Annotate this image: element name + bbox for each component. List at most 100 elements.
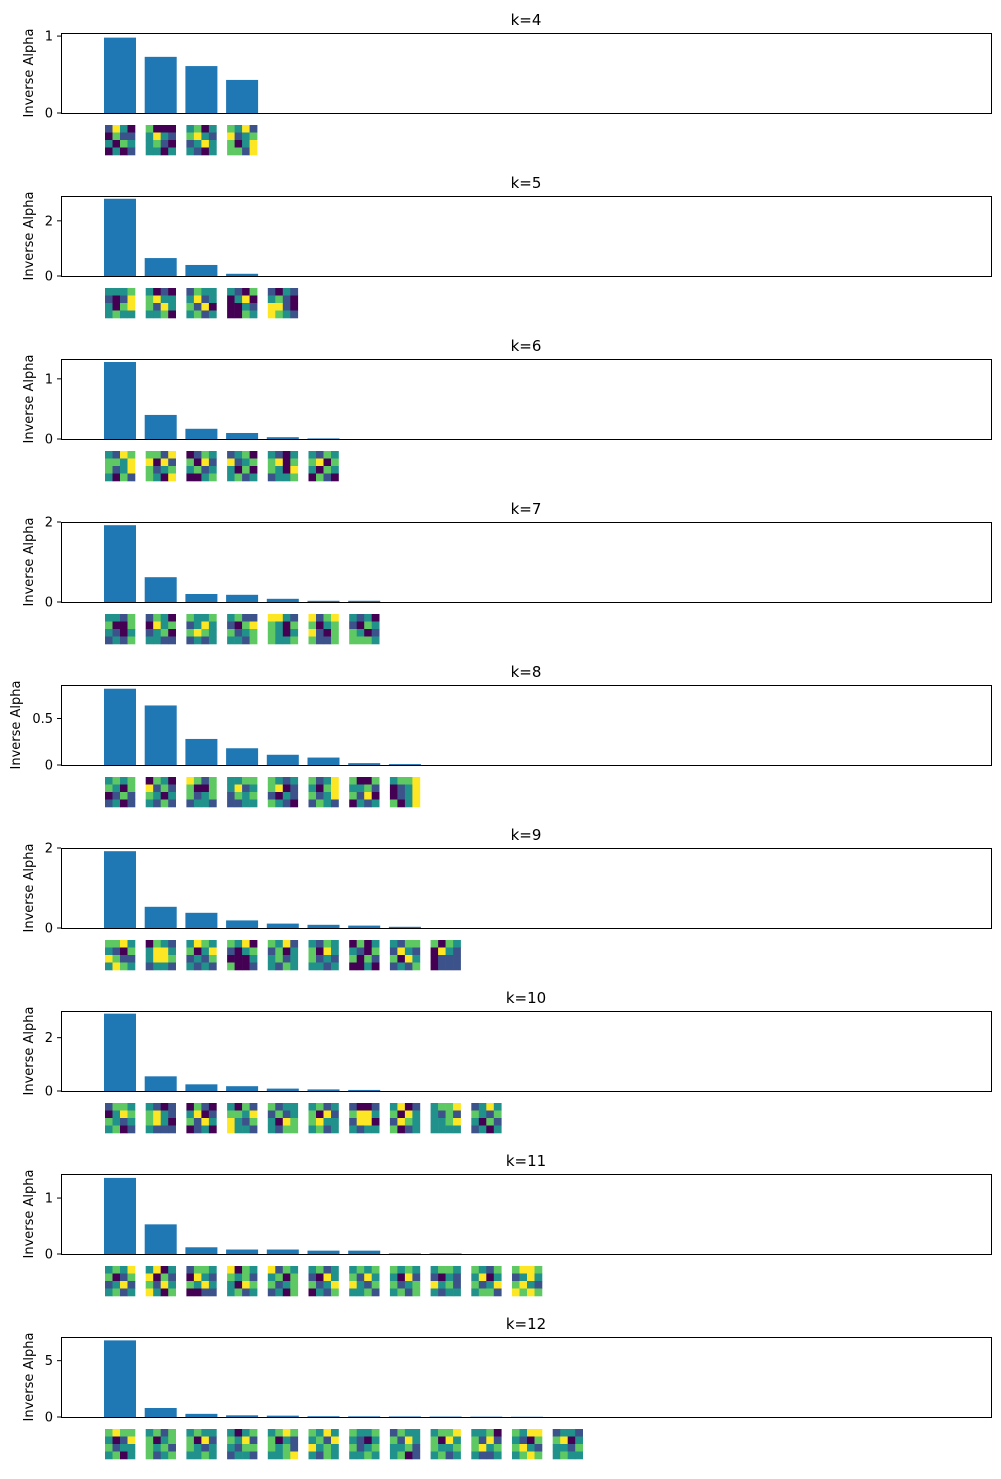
filter-thumbnail	[349, 940, 380, 971]
thumbnail-cell	[275, 1118, 284, 1126]
thumbnail-cell	[160, 1451, 169, 1460]
thumbnail-cell	[208, 303, 217, 311]
thumbnail-cell	[112, 1110, 121, 1119]
thumbnail-cell	[267, 1436, 276, 1445]
thumbnail-cell	[445, 1125, 454, 1134]
thumbnail-cell	[153, 777, 161, 785]
thumbnail-cell	[186, 1281, 195, 1289]
bar	[226, 1086, 259, 1091]
thumbnail-cell	[534, 1288, 543, 1297]
thumbnail-cell	[453, 1125, 461, 1134]
thumbnail-cell	[186, 799, 195, 808]
thumbnail-cell	[234, 1288, 243, 1297]
thumbnail-cell	[478, 1118, 487, 1126]
thumbnail-cell	[160, 621, 169, 630]
thumbnail-cell	[112, 955, 121, 963]
thumbnail-cell	[234, 1110, 243, 1119]
thumbnail-cell	[105, 629, 113, 637]
thumbnail-cell	[160, 784, 169, 793]
thumbnail-cell	[349, 792, 357, 800]
thumbnail-cell	[193, 1429, 202, 1437]
thumbnail-cell	[227, 1444, 235, 1452]
thumbnail-cell	[275, 955, 284, 963]
bar	[226, 594, 259, 602]
thumbnail-cell	[356, 636, 365, 645]
bar	[104, 1340, 136, 1417]
thumbnail-cell	[105, 1118, 113, 1126]
bar	[266, 754, 299, 765]
thumbnail-cell	[201, 458, 210, 467]
thumbnail-cell	[275, 1103, 284, 1111]
thumbnail-cell	[275, 1288, 284, 1297]
thumbnail-cell	[201, 1281, 210, 1289]
thumbnail-cell	[308, 947, 317, 956]
thumbnail-cell	[201, 140, 210, 148]
thumbnail-cell	[112, 799, 121, 808]
thumbnail-cell	[127, 295, 136, 304]
thumbnail-cell	[208, 1451, 217, 1460]
bar	[185, 428, 218, 439]
thumbnail-cell	[186, 955, 195, 963]
thumbnail-cell	[249, 1451, 258, 1460]
filter-thumbnail	[512, 1429, 543, 1460]
thumbnail-cell	[364, 1273, 372, 1282]
thumbnail-cell	[112, 466, 121, 474]
thumbnail-cell	[430, 1273, 439, 1282]
thumbnail-cell	[364, 636, 372, 645]
thumbnail-cell	[364, 629, 372, 637]
thumbnail-cell	[105, 303, 113, 311]
thumbnail-cell	[234, 310, 243, 319]
thumbnail-cell	[308, 1125, 317, 1134]
filter-thumbnail	[186, 1103, 217, 1134]
thumbnail-cell	[323, 784, 332, 793]
bar	[144, 577, 177, 602]
thumbnail-cell	[323, 792, 332, 800]
thumbnail-cell	[445, 947, 454, 956]
thumbnail-cell	[575, 1436, 583, 1445]
thumbnail-cell	[356, 621, 365, 630]
bar	[144, 705, 177, 765]
thumbnail-cell	[275, 784, 284, 793]
thumbnail-cell	[145, 777, 154, 785]
thumbnail-cell	[453, 947, 461, 956]
thumbnail-cell	[249, 1118, 258, 1126]
bar	[104, 362, 136, 439]
thumbnail-cell	[331, 1429, 339, 1437]
thumbnail-cell	[242, 614, 250, 622]
thumbnail-cell	[186, 466, 195, 474]
y-axis-label: Inverse Alpha	[22, 1007, 37, 1096]
thumbnail-cell	[153, 458, 161, 467]
thumbnail-cell	[153, 940, 161, 948]
thumbnail-cell	[323, 636, 332, 645]
thumbnail-cell	[120, 1125, 128, 1134]
thumbnail-cell	[153, 1288, 161, 1297]
thumbnail-cell	[323, 1281, 332, 1289]
thumbnail-cell	[186, 784, 195, 793]
thumbnail-cell	[153, 1436, 161, 1445]
filter-thumbnail	[267, 1266, 299, 1297]
thumbnail-cell	[120, 466, 128, 474]
bar	[144, 414, 177, 439]
thumbnail-cell	[349, 1451, 357, 1460]
thumbnail-cell	[438, 955, 446, 963]
thumbnail-cell	[193, 295, 202, 304]
thumbnail-cell	[160, 1288, 169, 1297]
thumbnail-cell	[249, 310, 258, 319]
thumbnail-cell	[160, 1103, 169, 1111]
thumbnail-cell	[275, 1125, 284, 1134]
thumbnail-cell	[208, 962, 217, 971]
thumbnail-cell	[168, 947, 176, 956]
y-tick-label: 2	[45, 214, 53, 229]
thumbnail-cell	[208, 614, 217, 622]
thumbnail-cell	[234, 1281, 243, 1289]
thumbnail-cell	[186, 947, 195, 956]
thumbnail-cell	[282, 288, 291, 296]
thumbnail-cell	[412, 1103, 421, 1111]
y-tick-label: 0	[45, 433, 53, 448]
thumbnail-cell	[208, 636, 217, 645]
thumbnail-cell	[308, 614, 317, 622]
thumbnail-cell	[145, 132, 154, 141]
thumbnail-cell	[397, 1110, 406, 1119]
thumbnail-cell	[242, 621, 250, 630]
thumbnail-cell	[193, 1444, 202, 1452]
